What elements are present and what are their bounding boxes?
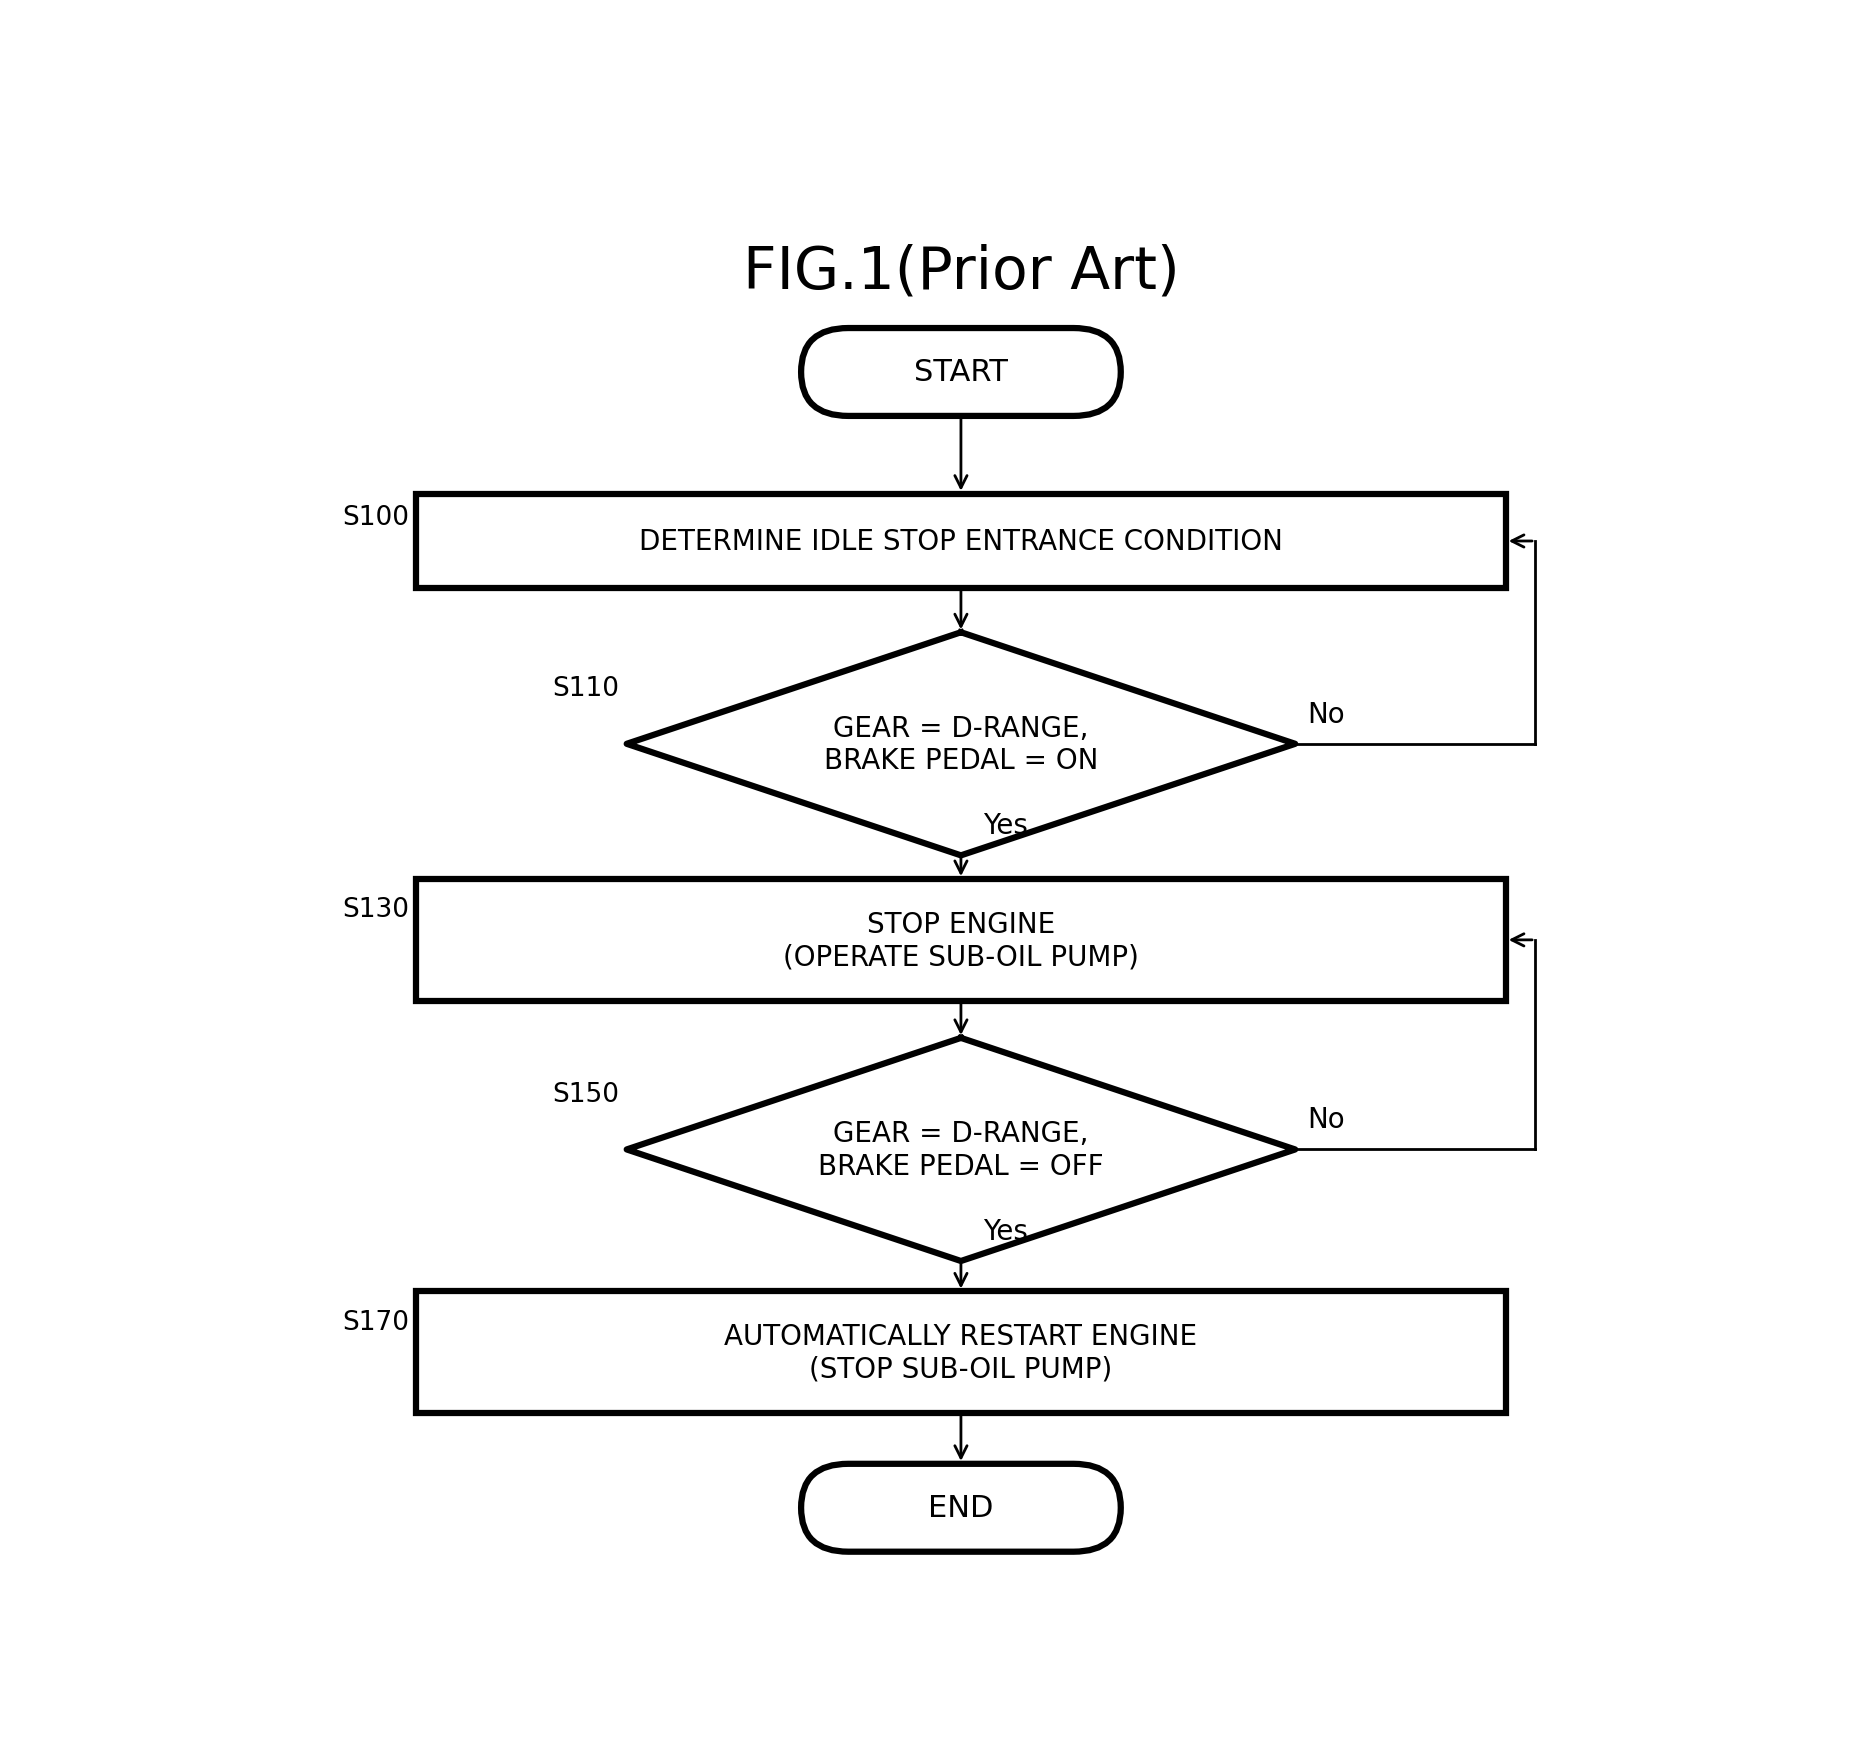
Text: END: END bbox=[928, 1494, 994, 1522]
Text: S100: S100 bbox=[341, 505, 409, 532]
Polygon shape bbox=[626, 634, 1296, 856]
Text: GEAR = D-RANGE,
BRAKE PEDAL = ON: GEAR = D-RANGE, BRAKE PEDAL = ON bbox=[823, 714, 1099, 774]
FancyBboxPatch shape bbox=[416, 495, 1506, 590]
Text: No: No bbox=[1307, 1106, 1344, 1134]
FancyBboxPatch shape bbox=[801, 1464, 1121, 1551]
Text: DETERMINE IDLE STOP ENTRANCE CONDITION: DETERMINE IDLE STOP ENTRANCE CONDITION bbox=[639, 528, 1282, 556]
Text: S150: S150 bbox=[553, 1081, 619, 1107]
Text: S170: S170 bbox=[341, 1309, 409, 1336]
Text: Yes: Yes bbox=[982, 811, 1028, 839]
Text: AUTOMATICALLY RESTART ENGINE
(STOP SUB-OIL PUMP): AUTOMATICALLY RESTART ENGINE (STOP SUB-O… bbox=[724, 1322, 1198, 1383]
Polygon shape bbox=[626, 1039, 1296, 1262]
FancyBboxPatch shape bbox=[801, 328, 1121, 416]
Text: GEAR = D-RANGE,
BRAKE PEDAL = OFF: GEAR = D-RANGE, BRAKE PEDAL = OFF bbox=[818, 1120, 1104, 1179]
Text: FIG.1(Prior Art): FIG.1(Prior Art) bbox=[742, 242, 1179, 300]
Text: S130: S130 bbox=[341, 897, 409, 923]
Text: START: START bbox=[913, 358, 1009, 388]
FancyBboxPatch shape bbox=[416, 879, 1506, 1000]
Text: No: No bbox=[1307, 700, 1344, 728]
FancyBboxPatch shape bbox=[416, 1292, 1506, 1413]
Text: S110: S110 bbox=[553, 676, 619, 702]
Text: STOP ENGINE
(OPERATE SUB-OIL PUMP): STOP ENGINE (OPERATE SUB-OIL PUMP) bbox=[784, 911, 1138, 971]
Text: Yes: Yes bbox=[982, 1216, 1028, 1244]
